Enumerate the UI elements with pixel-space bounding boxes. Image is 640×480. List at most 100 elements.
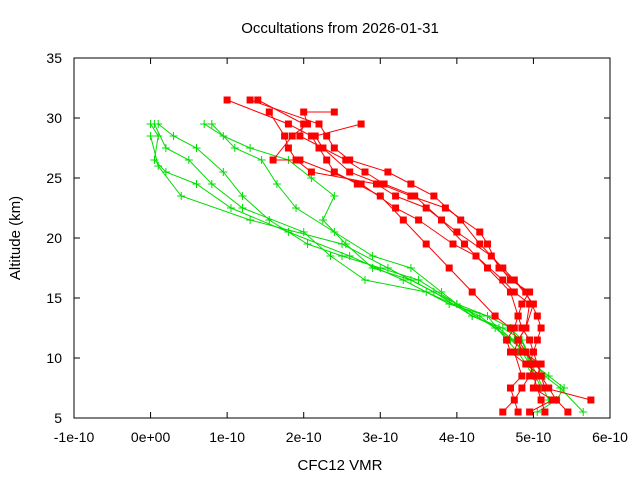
green-point bbox=[498, 324, 507, 332]
x-tick-label: 0e+00 bbox=[131, 429, 171, 445]
red-point bbox=[422, 204, 430, 212]
red-point bbox=[518, 384, 526, 392]
red-point bbox=[514, 312, 522, 320]
red-point bbox=[376, 192, 384, 200]
green-profile-6 bbox=[207, 120, 534, 368]
chart-title: Occultations from 2026-01-31 bbox=[241, 20, 439, 37]
red-point bbox=[430, 192, 438, 200]
green-point bbox=[360, 276, 369, 284]
red-point bbox=[522, 348, 530, 356]
red-point bbox=[315, 120, 323, 128]
red-point bbox=[288, 132, 296, 140]
y-tick-label: 15 bbox=[46, 290, 62, 306]
red-point bbox=[311, 132, 319, 140]
red-point bbox=[518, 372, 526, 380]
red-point bbox=[537, 396, 545, 404]
red-point bbox=[300, 108, 308, 116]
red-point bbox=[507, 348, 514, 356]
red-profile-4 bbox=[265, 108, 595, 404]
x-tick-label: 3e-10 bbox=[362, 429, 398, 445]
red-point bbox=[495, 264, 503, 272]
green-point bbox=[177, 192, 186, 200]
y-tick-label: 25 bbox=[46, 170, 62, 186]
red-point bbox=[529, 348, 537, 356]
red-point bbox=[526, 372, 534, 380]
red-point bbox=[392, 192, 400, 200]
green-point bbox=[483, 312, 492, 320]
red-point bbox=[522, 324, 530, 332]
red-point bbox=[533, 360, 541, 368]
red-point bbox=[541, 408, 549, 416]
green-point bbox=[200, 120, 209, 128]
green-point bbox=[330, 192, 339, 200]
y-tick-label: 35 bbox=[46, 50, 62, 66]
green-point bbox=[406, 264, 415, 272]
red-point bbox=[284, 120, 292, 128]
green-point bbox=[161, 144, 170, 152]
red-point bbox=[476, 240, 484, 248]
green-point bbox=[556, 384, 565, 392]
red-point bbox=[514, 336, 522, 344]
red-point bbox=[342, 156, 350, 164]
red-point bbox=[296, 132, 304, 140]
green-point bbox=[246, 144, 255, 152]
green-point bbox=[437, 288, 446, 296]
red-point bbox=[357, 180, 365, 188]
green-point bbox=[303, 240, 312, 248]
red-point bbox=[407, 180, 415, 188]
green-point bbox=[330, 228, 339, 236]
green-point bbox=[257, 156, 266, 164]
green-point bbox=[192, 180, 201, 188]
green-point bbox=[414, 276, 423, 284]
red-point bbox=[422, 240, 430, 248]
red-point bbox=[522, 360, 530, 368]
red-point bbox=[533, 384, 541, 392]
red-point bbox=[510, 288, 518, 296]
red-point bbox=[537, 324, 545, 332]
green-point bbox=[338, 252, 346, 260]
green-point bbox=[326, 252, 335, 260]
red-point bbox=[491, 312, 499, 320]
red-point bbox=[330, 168, 338, 176]
red-point bbox=[472, 252, 480, 260]
plot-layer bbox=[146, 96, 595, 416]
red-point bbox=[484, 264, 491, 272]
red-point bbox=[537, 360, 545, 368]
red-point bbox=[518, 300, 526, 308]
red-point bbox=[269, 156, 277, 164]
red-point bbox=[503, 336, 511, 344]
red-point bbox=[330, 108, 338, 116]
red-point bbox=[518, 324, 526, 332]
red-point bbox=[529, 300, 537, 308]
green-point bbox=[533, 408, 542, 416]
red-point bbox=[223, 96, 231, 104]
green-point bbox=[422, 288, 431, 296]
red-point bbox=[487, 252, 495, 260]
red-point bbox=[468, 288, 476, 296]
green-point bbox=[154, 120, 163, 128]
red-point bbox=[507, 384, 514, 392]
y-tick-label: 10 bbox=[46, 350, 62, 366]
green-point bbox=[341, 240, 350, 248]
red-point bbox=[522, 288, 530, 296]
x-tick-label: -1e-10 bbox=[54, 429, 95, 445]
red-point bbox=[529, 384, 537, 392]
x-tick-label: 2e-10 bbox=[286, 429, 322, 445]
x-tick-label: 5e-10 bbox=[516, 429, 552, 445]
green-point bbox=[376, 264, 385, 272]
green-point bbox=[246, 216, 255, 224]
red-point bbox=[526, 288, 534, 296]
red-point bbox=[449, 240, 457, 248]
red-point bbox=[380, 180, 388, 188]
y-tick-label: 30 bbox=[46, 110, 62, 126]
red-point bbox=[526, 408, 534, 416]
red-point bbox=[284, 144, 292, 152]
red-point bbox=[407, 192, 415, 200]
red-point bbox=[510, 348, 518, 356]
red-point bbox=[411, 192, 419, 200]
x-tick-label: 4e-10 bbox=[439, 429, 475, 445]
red-point bbox=[461, 240, 468, 248]
red-point bbox=[507, 324, 514, 332]
red-point bbox=[254, 96, 262, 104]
red-point bbox=[549, 396, 557, 404]
